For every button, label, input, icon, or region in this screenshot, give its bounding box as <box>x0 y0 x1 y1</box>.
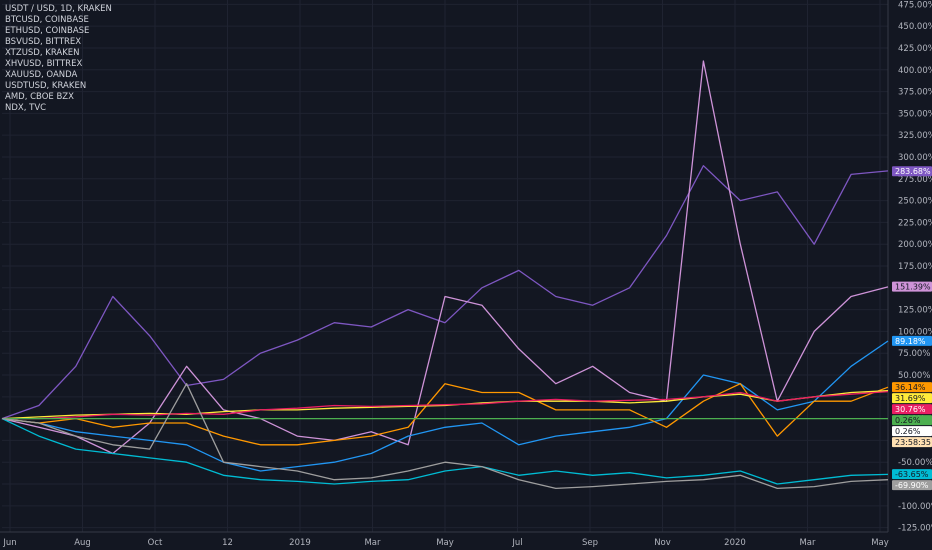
y-tick-label: 250.00% <box>898 197 932 207</box>
y-tick-label: 450.00% <box>898 22 932 32</box>
scale-label-text: 283.68% <box>895 167 931 176</box>
y-tick-label: 475.00% <box>898 0 932 10</box>
scale-label-badge <box>892 426 932 437</box>
scale-label-text: -63.65% <box>895 470 929 479</box>
y-tick-label: 125.00% <box>898 306 932 316</box>
y-tick-label: 350.00% <box>898 109 932 119</box>
scale-label-text: 30.76% <box>895 405 926 414</box>
series-line-5 <box>2 390 889 420</box>
y-tick-label: 200.00% <box>898 240 932 250</box>
series-line-0 <box>1 165 889 420</box>
x-tick-label: Jul <box>511 538 522 548</box>
y-tick-label: -125.00% <box>898 524 932 534</box>
scale-label-text: 89.18% <box>895 337 926 346</box>
scale-label-text: 151.39% <box>895 283 931 292</box>
scale-label-badge <box>892 469 932 480</box>
y-tick-label: 400.00% <box>898 66 932 76</box>
legend-item-bsvusd-bittrex: BSVUSD, BITTREX <box>5 37 82 47</box>
series-line-8 <box>1 383 889 490</box>
scale-label-text: 0.26% <box>895 427 921 436</box>
scale-label-badge <box>892 415 932 426</box>
scale-label-text: 0.26% <box>895 416 921 425</box>
x-tick-label: 2019 <box>289 538 311 548</box>
y-tick-label: 300.00% <box>898 153 932 163</box>
y-tick-label: 100.00% <box>898 327 932 337</box>
x-tick-label: Aug <box>74 538 91 548</box>
scale-label-badge <box>892 480 932 491</box>
legend-item-usdtusd-kraken: USDTUSD, KRAKEN <box>5 81 87 91</box>
scale-label-badge <box>892 382 932 393</box>
legend-item-ethusd-coinbase: ETHUSD, COINBASE <box>5 26 90 36</box>
x-tick-label: May <box>871 538 889 548</box>
scale-label-text: -69.90% <box>895 481 929 490</box>
legend-item-btcusd-coinbase: BTCUSD, COINBASE <box>5 15 89 25</box>
legend-item-xtzusd-kraken: XTZUSD, KRAKEN <box>5 48 80 58</box>
scale-label-text: 31.69% <box>895 394 926 403</box>
x-tick-label: 2020 <box>724 538 746 548</box>
series-line-3 <box>1 383 889 446</box>
legend-item-xauusd-oanda: XAUUSD, OANDA <box>5 70 78 80</box>
x-tick-label: Nov <box>654 538 671 548</box>
y-tick-label: -100.00% <box>898 502 932 512</box>
legend-item-xhvusd-bittrex: XHVUSD, BITTREX <box>5 59 83 69</box>
scale-label-badge <box>892 393 932 404</box>
x-tick-label: Sep <box>582 538 598 548</box>
x-tick-label: Oct <box>148 538 163 548</box>
legend-item-ndx-tvc: NDX, TVC <box>5 103 47 113</box>
x-tick-label: Mar <box>799 538 816 548</box>
scale-label-badge <box>892 404 932 415</box>
scale-label-text: 23:58:35 <box>895 438 931 447</box>
y-tick-label: 50.00% <box>898 371 930 381</box>
y-tick-label: 375.00% <box>898 88 932 98</box>
x-tick-label: Jun <box>2 538 16 548</box>
x-tick-label: Mar <box>364 538 381 548</box>
y-tick-label: 325.00% <box>898 131 932 141</box>
scale-label-text: 36.14% <box>895 383 926 392</box>
legend: USDT / USD, 1D, KRAKEN BTCUSD, COINBASE … <box>5 4 112 114</box>
series-line-4 <box>1 390 889 420</box>
y-tick-label: 275.00% <box>898 175 932 185</box>
scale-label-badge <box>892 437 932 448</box>
y-tick-label: 75.00% <box>898 349 930 359</box>
series-line-7 <box>1 418 889 485</box>
y-tick-label: 425.00% <box>898 44 932 54</box>
scale-label-badge <box>892 281 932 292</box>
scale-label-badge <box>892 335 932 346</box>
y-tick-label: 225.00% <box>898 218 932 228</box>
x-tick-label: 12 <box>222 538 233 548</box>
scale-label-badge <box>892 166 932 177</box>
legend-item-usdtusd-1d-kraken: USDT / USD, 1D, KRAKEN <box>5 4 112 14</box>
y-tick-label: -50.00% <box>898 458 932 468</box>
y-tick-label: 175.00% <box>898 262 932 272</box>
legend-item-amd-cboe-bzx: AMD, CBOE BZX <box>5 92 74 102</box>
x-tick-label: May <box>436 538 454 548</box>
